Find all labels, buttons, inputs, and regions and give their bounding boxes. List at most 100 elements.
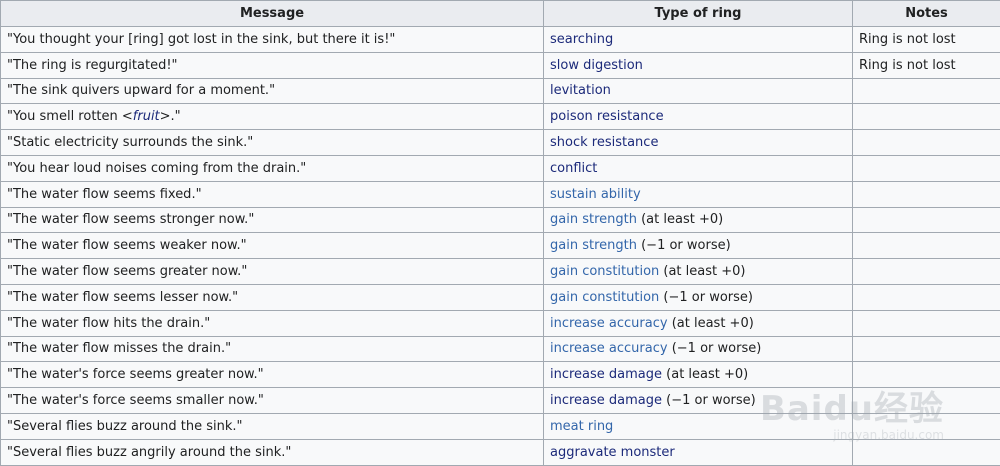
header-notes: Notes bbox=[853, 1, 1000, 27]
message-text: "Several flies buzz angrily around the s… bbox=[7, 445, 291, 460]
notes-cell: Ring is not lost bbox=[853, 52, 1000, 78]
ring-type-cell: increase accuracy (at least +0) bbox=[544, 310, 853, 336]
ring-link[interactable]: gain constitution bbox=[550, 264, 659, 279]
message-cell: "Static electricity surrounds the sink." bbox=[1, 130, 544, 156]
ring-link[interactable]: gain strength bbox=[550, 212, 637, 227]
ring-link[interactable]: sustain ability bbox=[550, 187, 641, 202]
message-text: "You smell rotten < bbox=[7, 109, 133, 124]
message-text: "The water flow seems stronger now." bbox=[7, 212, 254, 227]
notes-cell: Ring is not lost bbox=[853, 27, 1000, 53]
ring-link[interactable]: shock resistance bbox=[550, 135, 658, 150]
message-cell: "The water flow hits the drain." bbox=[1, 310, 544, 336]
ring-link[interactable]: increase accuracy bbox=[550, 316, 668, 331]
ring-link[interactable]: increase damage bbox=[550, 393, 662, 408]
message-cell: "Several flies buzz angrily around the s… bbox=[1, 439, 544, 465]
message-placeholder-fruit: fruit bbox=[133, 109, 160, 124]
ring-type-cell: poison resistance bbox=[544, 104, 853, 130]
notes-cell bbox=[853, 233, 1000, 259]
ring-link[interactable]: searching bbox=[550, 32, 613, 47]
message-cell: "The water flow seems weaker now." bbox=[1, 233, 544, 259]
ring-link[interactable]: levitation bbox=[550, 83, 611, 98]
ring-qualifier: (at least +0) bbox=[662, 367, 748, 382]
message-text: "The sink quivers upward for a moment." bbox=[7, 83, 275, 98]
table-row: "The water flow hits the drain." increase… bbox=[1, 310, 1000, 336]
message-cell: "The water flow misses the drain." bbox=[1, 336, 544, 362]
ring-link[interactable]: meat ring bbox=[550, 419, 613, 434]
table-row: "The water flow seems greater now." gain … bbox=[1, 259, 1000, 285]
table-row: "Several flies buzz around the sink." mea… bbox=[1, 413, 1000, 439]
notes-cell bbox=[853, 104, 1000, 130]
notes-cell bbox=[853, 181, 1000, 207]
message-text: "The water flow hits the drain." bbox=[7, 316, 210, 331]
message-cell: "The water flow seems lesser now." bbox=[1, 284, 544, 310]
table-row: "You thought your [ring] got lost in the… bbox=[1, 27, 1000, 53]
header-type-of-ring: Type of ring bbox=[544, 1, 853, 27]
table-row: "The water flow seems lesser now." gain c… bbox=[1, 284, 1000, 310]
ring-qualifier: (at least +0) bbox=[668, 316, 754, 331]
message-cell: "The water's force seems greater now." bbox=[1, 362, 544, 388]
message-text: >." bbox=[160, 109, 181, 124]
ring-type-cell: gain constitution (−1 or worse) bbox=[544, 284, 853, 310]
table-row: "The water flow misses the drain." increa… bbox=[1, 336, 1000, 362]
message-cell: "You thought your [ring] got lost in the… bbox=[1, 27, 544, 53]
notes-cell bbox=[853, 439, 1000, 465]
message-cell: "The water's force seems smaller now." bbox=[1, 388, 544, 414]
message-cell: "Several flies buzz around the sink." bbox=[1, 413, 544, 439]
table-row: "The ring is regurgitated!"slow digestio… bbox=[1, 52, 1000, 78]
notes-cell bbox=[853, 207, 1000, 233]
message-text: "Several flies buzz around the sink." bbox=[7, 419, 243, 434]
ring-link[interactable]: increase accuracy bbox=[550, 341, 668, 356]
ring-type-cell: sustain ability bbox=[544, 181, 853, 207]
table-row: "The water flow seems fixed." sustain abi… bbox=[1, 181, 1000, 207]
ring-type-cell: levitation bbox=[544, 78, 853, 104]
notes-cell bbox=[853, 413, 1000, 439]
ring-qualifier: (−1 or worse) bbox=[668, 341, 762, 356]
message-text: "You thought your [ring] got lost in the… bbox=[7, 32, 395, 47]
message-text: "The water's force seems greater now." bbox=[7, 367, 264, 382]
message-cell: "The water flow seems fixed." bbox=[1, 181, 544, 207]
message-text: "You hear loud noises coming from the dr… bbox=[7, 161, 306, 176]
message-cell: "You hear loud noises coming from the dr… bbox=[1, 155, 544, 181]
notes-cell bbox=[853, 130, 1000, 156]
ring-type-cell: gain strength (−1 or worse) bbox=[544, 233, 853, 259]
ring-link[interactable]: aggravate monster bbox=[550, 445, 675, 460]
ring-qualifier: (−1 or worse) bbox=[662, 393, 756, 408]
ring-qualifier: (at least +0) bbox=[659, 264, 745, 279]
ring-qualifier: (−1 or worse) bbox=[659, 290, 753, 305]
ring-type-cell: shock resistance bbox=[544, 130, 853, 156]
table-row: "You hear loud noises coming from the dr… bbox=[1, 155, 1000, 181]
message-cell: "You smell rotten <fruit>." bbox=[1, 104, 544, 130]
notes-cell bbox=[853, 155, 1000, 181]
notes-cell bbox=[853, 336, 1000, 362]
ring-type-cell: gain constitution (at least +0) bbox=[544, 259, 853, 285]
ring-link[interactable]: poison resistance bbox=[550, 109, 664, 124]
notes-cell bbox=[853, 284, 1000, 310]
ring-type-cell: increase damage (at least +0) bbox=[544, 362, 853, 388]
ring-type-cell: aggravate monster bbox=[544, 439, 853, 465]
message-text: "The water flow misses the drain." bbox=[7, 341, 231, 356]
ring-type-cell: meat ring bbox=[544, 413, 853, 439]
message-text: "The water's force seems smaller now." bbox=[7, 393, 264, 408]
message-cell: "The water flow seems stronger now." bbox=[1, 207, 544, 233]
ring-link[interactable]: gain constitution bbox=[550, 290, 659, 305]
notes-cell bbox=[853, 362, 1000, 388]
message-text: "The water flow seems lesser now." bbox=[7, 290, 238, 305]
ring-link[interactable]: gain strength bbox=[550, 238, 637, 253]
ring-type-cell: increase accuracy (−1 or worse) bbox=[544, 336, 853, 362]
table-row: "The water flow seems weaker now."gain s… bbox=[1, 233, 1000, 259]
notes-cell bbox=[853, 78, 1000, 104]
ring-link[interactable]: increase damage bbox=[550, 367, 662, 382]
ring-link[interactable]: conflict bbox=[550, 161, 597, 176]
table-row: "Static electricity surrounds the sink."… bbox=[1, 130, 1000, 156]
ring-type-cell: searching bbox=[544, 27, 853, 53]
message-cell: "The sink quivers upward for a moment." bbox=[1, 78, 544, 104]
notes-cell bbox=[853, 259, 1000, 285]
ring-link[interactable]: slow digestion bbox=[550, 58, 643, 73]
notes-cell bbox=[853, 310, 1000, 336]
ring-type-cell: increase damage (−1 or worse) bbox=[544, 388, 853, 414]
notes-cell bbox=[853, 388, 1000, 414]
table-row: "The water flow seems stronger now." gain… bbox=[1, 207, 1000, 233]
message-text: "The water flow seems greater now." bbox=[7, 264, 247, 279]
table-row: "You smell rotten <fruit>." poison resist… bbox=[1, 104, 1000, 130]
message-cell: "The water flow seems greater now." bbox=[1, 259, 544, 285]
